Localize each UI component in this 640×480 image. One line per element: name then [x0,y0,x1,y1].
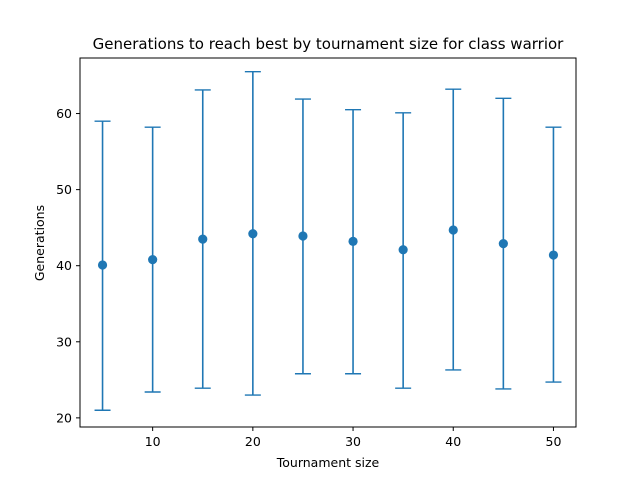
data-point [97,260,108,270]
x-tick-label: 30 [345,434,361,449]
data-point [548,250,559,260]
y-tick-label: 20 [56,410,72,425]
data-point [148,255,158,265]
y-axis-label: Generations [32,205,47,281]
x-tick-label: 40 [445,434,461,449]
y-tick-label: 30 [56,334,72,349]
x-axis: 10 20 30 40 50 [145,427,562,449]
x-tick-label: 10 [145,434,161,449]
chart-title: Generations to reach best by tournament … [93,35,565,53]
data-point [348,236,358,246]
x-tick-label: 20 [245,434,261,449]
data-point [398,245,408,255]
y-tick-label: 40 [56,258,72,273]
x-axis-label: Tournament size [276,455,380,470]
data-point [298,231,308,241]
data-point [498,239,508,249]
data-point [198,234,208,244]
y-tick-label: 60 [56,106,72,121]
data-points [97,225,559,270]
data-point [248,229,258,239]
data-point [448,225,458,235]
y-axis: 20 30 40 50 60 [56,106,80,425]
x-tick-label: 50 [546,434,562,449]
y-tick-label: 50 [56,182,72,197]
plot-frame [79,57,577,428]
